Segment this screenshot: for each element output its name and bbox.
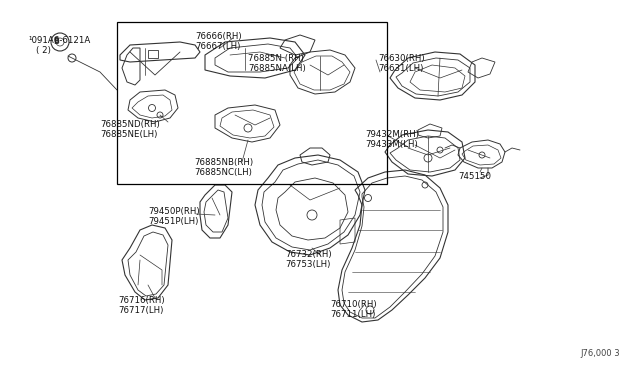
Text: ¹091A6-6121A: ¹091A6-6121A (28, 36, 90, 45)
Text: 745150: 745150 (458, 172, 491, 181)
Text: 79433M(LH): 79433M(LH) (365, 140, 418, 149)
Text: J76,000 3: J76,000 3 (580, 349, 620, 358)
Text: 76885ND(RH): 76885ND(RH) (100, 120, 160, 129)
Text: 76885N (RH): 76885N (RH) (248, 54, 304, 63)
Text: ( 2): ( 2) (36, 46, 51, 55)
Text: 76885NA(LH): 76885NA(LH) (248, 64, 306, 73)
Text: 76710(RH): 76710(RH) (330, 300, 376, 309)
Text: 76630(RH): 76630(RH) (378, 54, 424, 63)
Text: 76666(RH): 76666(RH) (195, 32, 242, 41)
Text: 76667(LH): 76667(LH) (195, 42, 241, 51)
Text: 76717(LH): 76717(LH) (118, 306, 163, 315)
Text: 76885NE(LH): 76885NE(LH) (100, 130, 157, 139)
Bar (117, 22, 387, 184)
Text: 76885NC(LH): 76885NC(LH) (194, 168, 252, 177)
Text: 79451P(LH): 79451P(LH) (148, 217, 198, 226)
Text: 76711(LH): 76711(LH) (330, 310, 376, 319)
Text: 76716(RH): 76716(RH) (118, 296, 164, 305)
Text: 79450P(RH): 79450P(RH) (148, 207, 200, 216)
Text: 76753(LH): 76753(LH) (285, 260, 330, 269)
Text: 76885NB(RH): 76885NB(RH) (194, 158, 253, 167)
Text: 79432M(RH): 79432M(RH) (365, 130, 419, 139)
Text: B: B (53, 38, 59, 46)
Text: 76631(LH): 76631(LH) (378, 64, 424, 73)
Text: 76732(RH): 76732(RH) (285, 250, 332, 259)
